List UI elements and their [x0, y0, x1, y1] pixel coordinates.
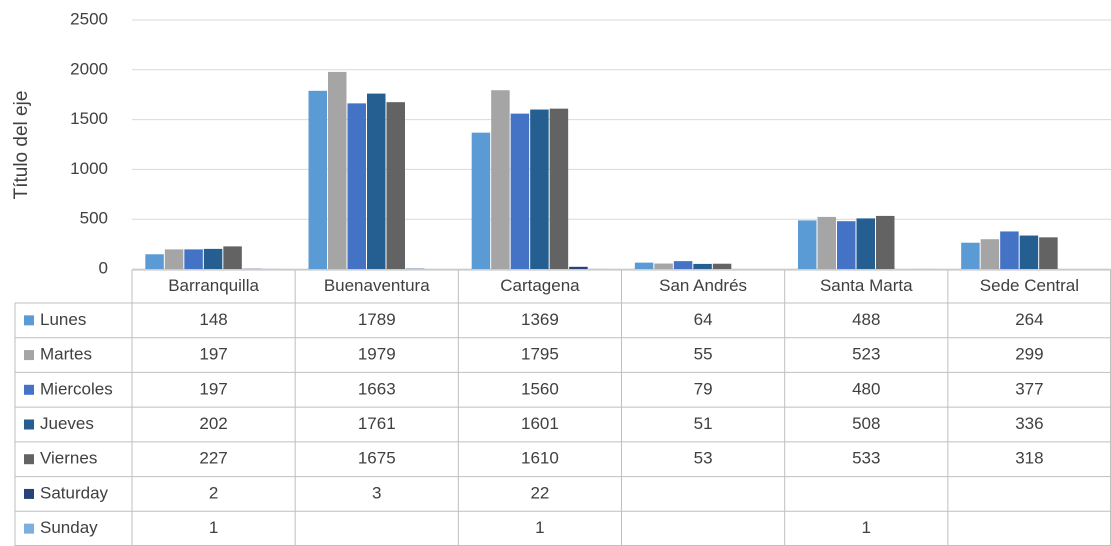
- bar: [693, 263, 712, 269]
- x-tick-label: Santa Marta: [820, 276, 913, 295]
- table-cell: 1663: [358, 379, 396, 398]
- bar: [367, 93, 386, 269]
- table-cell: 508: [852, 414, 880, 433]
- bar: [328, 71, 347, 269]
- bar: [510, 113, 530, 270]
- bar: [223, 246, 242, 269]
- table-cell: 299: [1015, 345, 1043, 364]
- bar: [856, 218, 875, 269]
- legend-label: Viernes: [40, 449, 97, 468]
- table-cell: 79: [694, 379, 713, 398]
- legend-label: Miercoles: [40, 379, 113, 398]
- y-tick-label: 2500: [70, 9, 108, 28]
- bar: [530, 109, 549, 269]
- legend-label: Jueves: [40, 414, 94, 433]
- bar: [308, 90, 327, 269]
- table-cell: 64: [694, 310, 713, 329]
- bar: [386, 102, 405, 269]
- legend-key: [24, 523, 34, 534]
- legend-key: [24, 454, 34, 465]
- table-cell: 202: [199, 414, 227, 433]
- table-cell: 55: [694, 345, 713, 364]
- bar: [164, 249, 184, 269]
- bar: [1019, 235, 1039, 269]
- legend-label: Saturday: [40, 483, 109, 502]
- table-cell: 1601: [521, 414, 559, 433]
- bar: [712, 263, 732, 269]
- bar: [654, 263, 673, 269]
- x-tick-label: Buenaventura: [324, 276, 430, 295]
- table-cell: 488: [852, 310, 880, 329]
- bar: [961, 242, 980, 269]
- table-cell: 1: [209, 518, 218, 537]
- bar: [837, 221, 856, 269]
- table-cell: 197: [199, 379, 227, 398]
- y-tick-label: 0: [99, 258, 108, 277]
- table-cell: 1369: [521, 310, 559, 329]
- bar: [347, 103, 366, 269]
- table-cell: 264: [1015, 310, 1043, 329]
- y-tick-label: 2000: [70, 59, 108, 78]
- table-cell: 1: [535, 518, 544, 537]
- bar: [876, 215, 895, 269]
- table-cell: 51: [694, 414, 713, 433]
- table-cell: 480: [852, 379, 880, 398]
- legend-key: [24, 488, 34, 499]
- bar: [673, 261, 693, 269]
- legend-key: [24, 419, 34, 430]
- bar: [980, 239, 1000, 269]
- table-cell: 377: [1015, 379, 1043, 398]
- legend-label: Sunday: [40, 518, 98, 537]
- table-cell: 1675: [358, 449, 396, 468]
- bar: [634, 262, 654, 269]
- bar: [145, 254, 164, 269]
- x-tick-label: San Andrés: [659, 276, 747, 295]
- table-cell: 533: [852, 449, 880, 468]
- table-cell: 2: [209, 483, 218, 502]
- table-cell: 523: [852, 345, 880, 364]
- table-cell: 1979: [358, 345, 396, 364]
- legend-key: [24, 350, 34, 361]
- bar: [798, 220, 817, 269]
- y-tick-label: 1000: [70, 159, 108, 178]
- y-tick-label: 500: [80, 209, 108, 228]
- x-tick-label: Sede Central: [980, 276, 1079, 295]
- table-cell: 53: [694, 449, 713, 468]
- table-cell: 1789: [358, 310, 396, 329]
- legend-label: Lunes: [40, 310, 86, 329]
- legend-key: [24, 384, 34, 395]
- table-cell: 197: [199, 345, 227, 364]
- x-tick-label: Barranquilla: [168, 276, 259, 295]
- bar: [569, 266, 588, 269]
- bar: [184, 249, 203, 269]
- y-tick-label: 1500: [70, 109, 108, 128]
- bar: [1000, 231, 1019, 269]
- legend-key: [24, 315, 34, 326]
- table-cell: 22: [530, 483, 549, 502]
- bar: [203, 248, 223, 269]
- table-cell: 318: [1015, 449, 1043, 468]
- table-cell: 1: [862, 518, 871, 537]
- y-axis-title: Título del eje: [11, 91, 32, 200]
- table-cell: 1795: [521, 345, 559, 364]
- legend-label: Martes: [40, 345, 92, 364]
- table-cell: 227: [199, 449, 227, 468]
- table-cell: 1610: [521, 449, 559, 468]
- table-cell: 148: [199, 310, 227, 329]
- bar: [491, 90, 510, 269]
- bar: [1039, 237, 1058, 269]
- table-cell: 336: [1015, 414, 1043, 433]
- bar: [817, 216, 836, 269]
- table-cell: 1761: [358, 414, 396, 433]
- bar: [549, 108, 569, 269]
- bar: [471, 132, 491, 269]
- x-tick-label: Cartagena: [500, 276, 580, 295]
- table-cell: 1560: [521, 379, 559, 398]
- table-cell: 3: [372, 483, 381, 502]
